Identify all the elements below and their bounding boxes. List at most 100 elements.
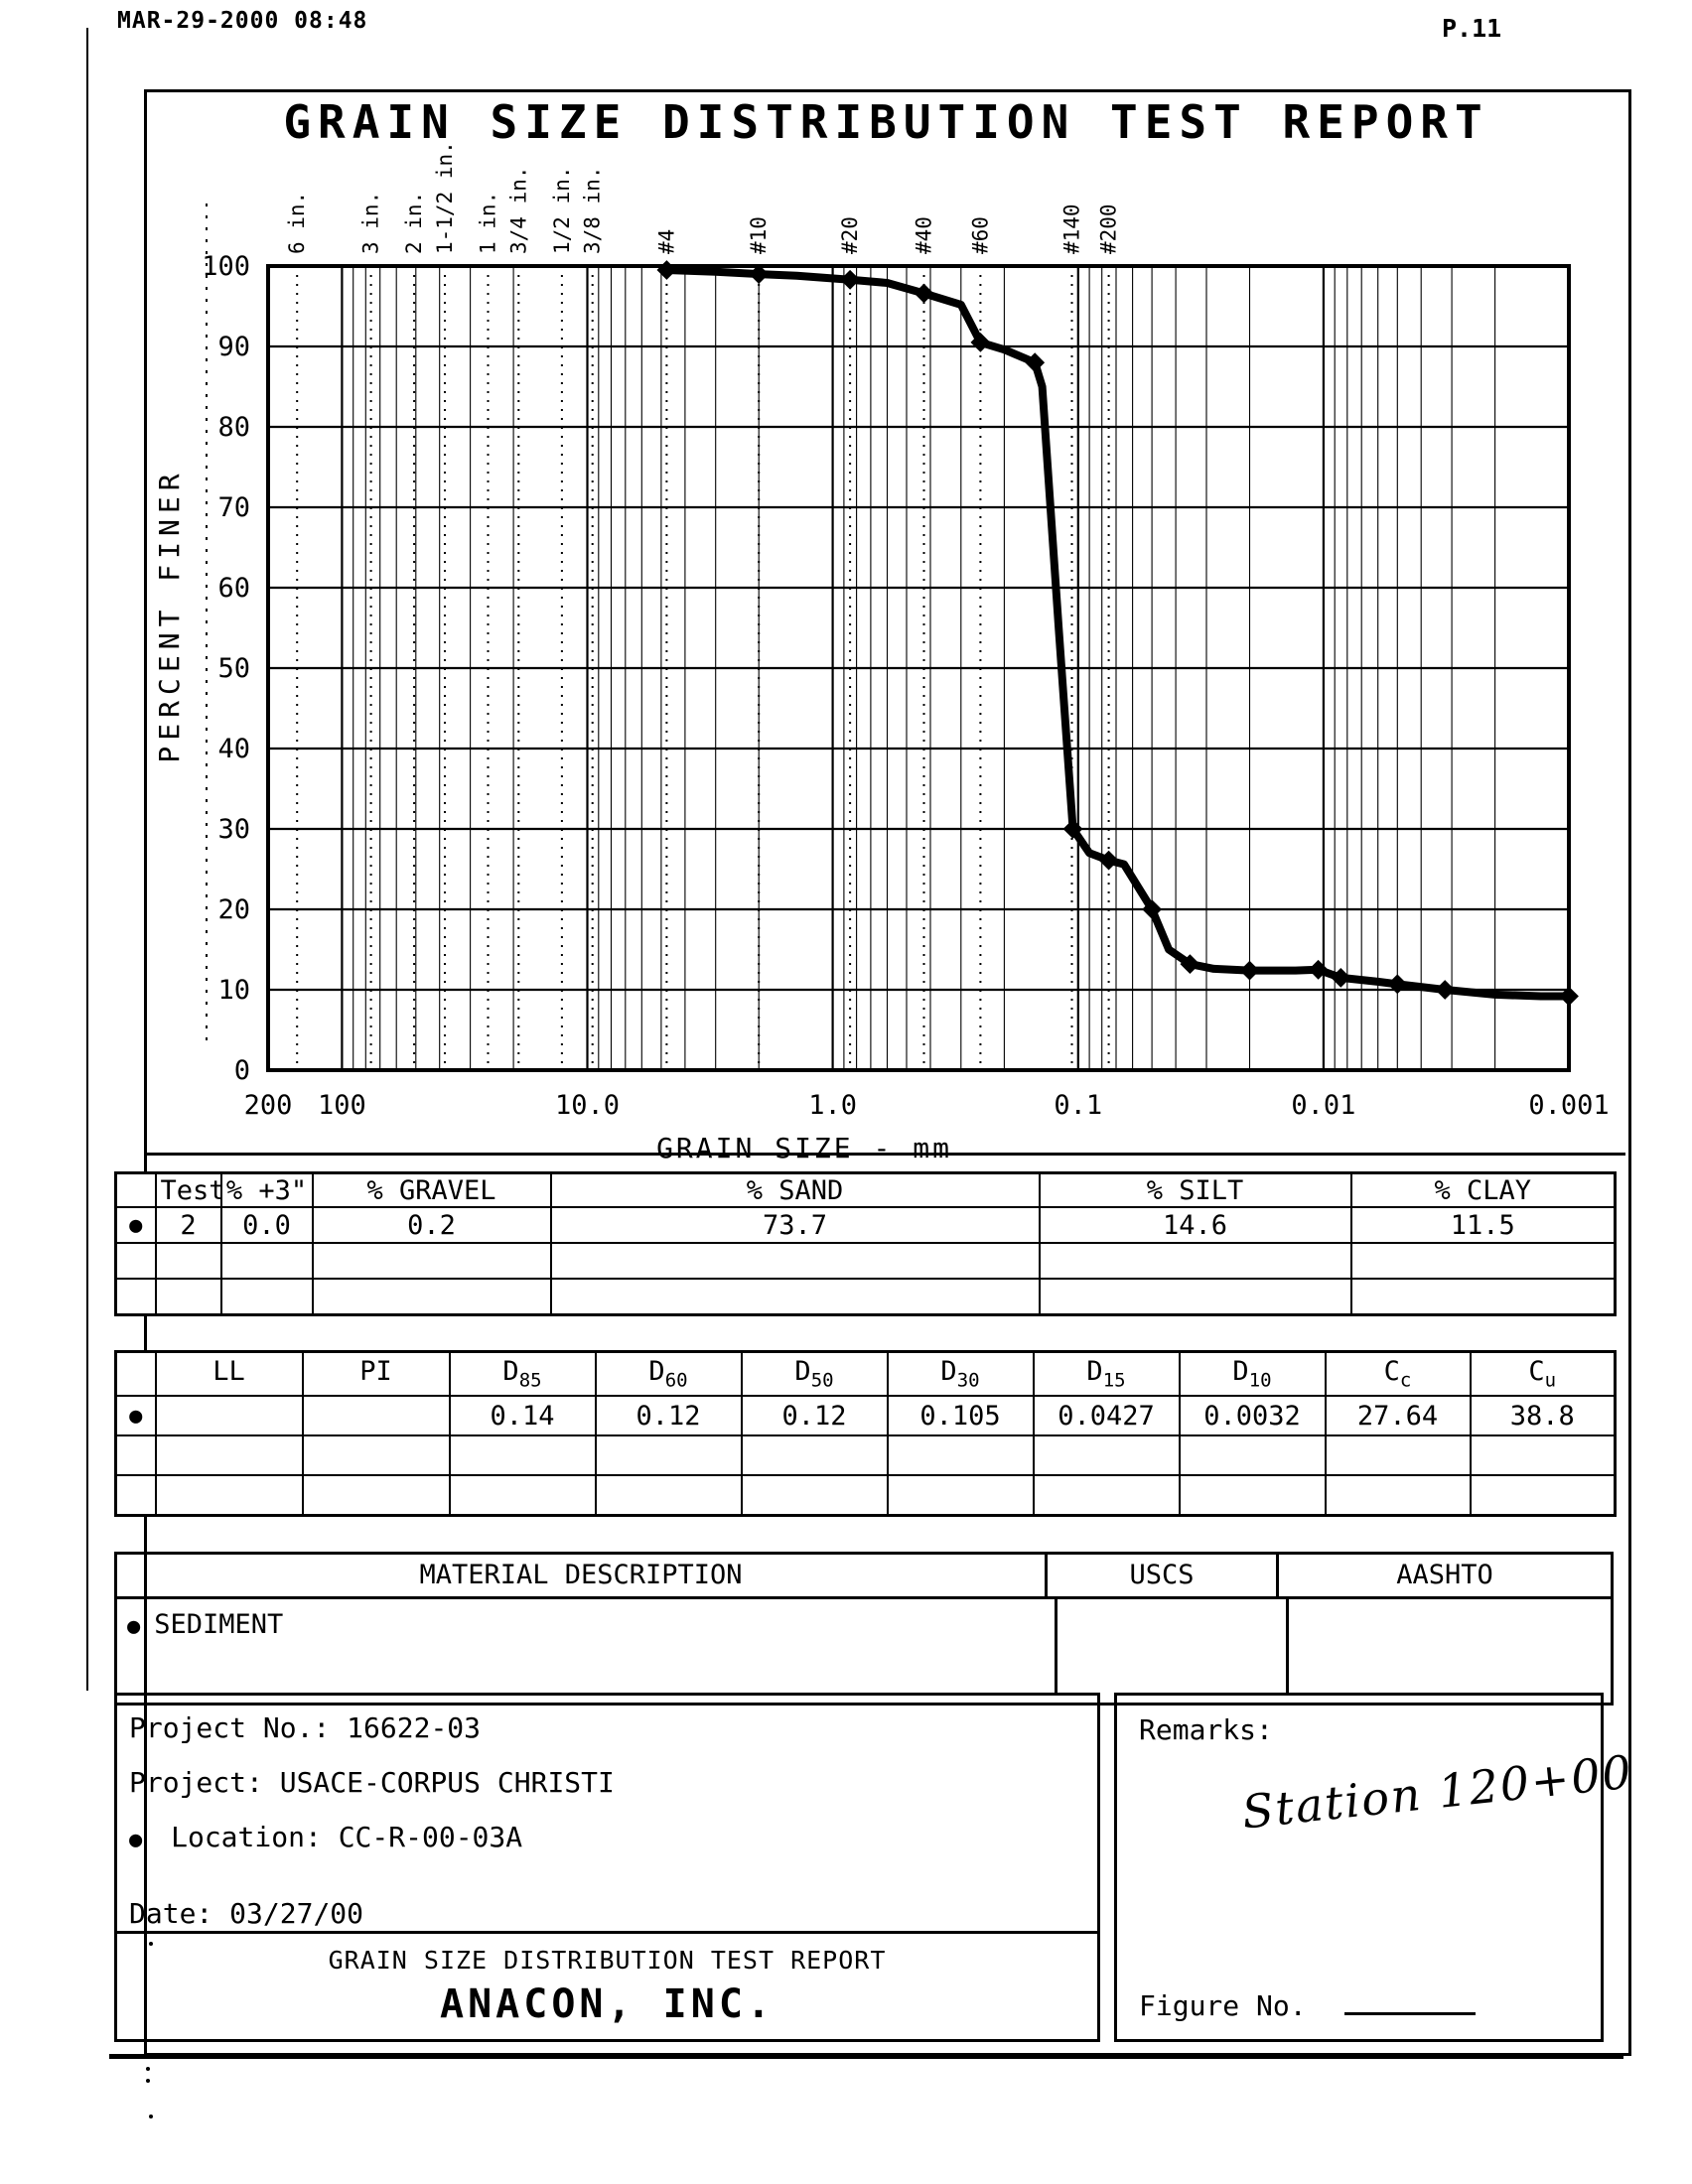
table-cell	[1324, 1434, 1472, 1476]
svg-text:1.0: 1.0	[808, 1090, 857, 1121]
handwritten-remark: Station 120+00	[1239, 1744, 1636, 1840]
figure-number-line: Figure No.	[1139, 1989, 1476, 2022]
y-axis-labels: 0 10 20 30 40 50 60 70 80 90 100	[202, 251, 250, 1086]
x-axis-labels: 200 100 10.0 1.0 0.1 0.01 0.001	[244, 1090, 1610, 1121]
figure-number-blank	[1343, 2012, 1476, 2015]
table-cell: 0.0427	[1032, 1395, 1181, 1436]
uscs-header: USCS	[1045, 1555, 1276, 1599]
table-cell	[301, 1434, 451, 1476]
table-cell: 0.0032	[1178, 1395, 1327, 1436]
scan-edge-line	[86, 28, 88, 1691]
row-marker	[114, 1434, 157, 1476]
gradation-table: LL PI D85 D60 D50 D30 D15 D10 Cc Cu ● 0.14 0.12 0.12 0…	[114, 1350, 1617, 1517]
material-description-header: MATERIAL DESCRIPTION	[117, 1555, 1045, 1599]
table-cell	[1038, 1278, 1352, 1316]
svg-text:80: 80	[217, 412, 250, 443]
svg-text:0.001: 0.001	[1528, 1090, 1609, 1121]
grain-size-chart-svg: 6 in. 3 in. 2 in. 1-1/2 in. 1 in. 3/4 in. 1/2 …	[153, 141, 1610, 1164]
scan-artifact	[206, 204, 208, 1047]
table-cell: 2	[154, 1206, 222, 1244]
column-header: D10	[1178, 1350, 1327, 1397]
scan-artifact	[149, 1942, 153, 1946]
table-cell	[301, 1474, 451, 1517]
row-marker	[114, 1474, 157, 1517]
symbol-column-header	[114, 1171, 157, 1208]
svg-text:10: 10	[217, 975, 250, 1006]
table-cell	[448, 1474, 597, 1517]
table-row: ● 2 0.0 0.2 73.7 14.6 11.5	[114, 1206, 1617, 1244]
svg-text:#20: #20	[838, 216, 862, 254]
location-value: CC-R-00-03A	[338, 1821, 523, 1853]
divider	[117, 1931, 1097, 1934]
material-description-value: ● SEDIMENT	[117, 1599, 1055, 1703]
material-description-text: SEDIMENT	[154, 1609, 284, 1640]
svg-text:70: 70	[217, 492, 250, 523]
data-point-markers	[656, 260, 1579, 1007]
table-cell	[154, 1395, 304, 1436]
svg-text:2 in.: 2 in.	[402, 192, 426, 254]
footer-report-title: GRAIN SIZE DISTRIBUTION TEST REPORT	[328, 1946, 887, 1975]
column-header: % SILT	[1038, 1171, 1352, 1208]
table-cell: 0.12	[740, 1395, 889, 1436]
scan-artifact	[146, 2067, 150, 2071]
table-row	[114, 1278, 1617, 1316]
table-cell: 0.14	[448, 1395, 597, 1436]
table-row: ● 0.14 0.12 0.12 0.105 0.0427 0.0032 27.64 38.8	[114, 1395, 1617, 1436]
scan-artifact	[109, 2054, 1623, 2059]
svg-text:100: 100	[202, 251, 250, 282]
svg-text:#200: #200	[1097, 204, 1121, 254]
table-cell	[1178, 1434, 1327, 1476]
table-cell	[549, 1242, 1041, 1280]
remarks-box: Remarks: Station 120+00 Figure No.	[1114, 1693, 1635, 2042]
table-cell	[740, 1434, 889, 1476]
column-header: D50	[740, 1350, 889, 1397]
svg-text:90: 90	[217, 332, 250, 362]
column-header: % GRAVEL	[311, 1171, 552, 1208]
svg-text:#140: #140	[1060, 204, 1084, 254]
date-label: Date:	[129, 1897, 213, 1930]
table-cell	[1349, 1242, 1617, 1280]
table-cell	[154, 1434, 304, 1476]
svg-text:1/2 in.: 1/2 in.	[550, 166, 574, 254]
svg-text:60: 60	[217, 573, 250, 604]
location-label: Location:	[171, 1821, 322, 1853]
table-cell: 0.2	[311, 1206, 552, 1244]
table-row	[114, 1474, 1617, 1517]
svg-text:6 in.: 6 in.	[285, 192, 309, 254]
gradation-curve	[662, 266, 1573, 1001]
table-row	[114, 1434, 1617, 1476]
svg-text:#4: #4	[654, 229, 678, 254]
svg-text:40: 40	[217, 734, 250, 764]
material-description-section: MATERIAL DESCRIPTION USCS AASHTO ● SEDIME…	[114, 1552, 1614, 1706]
sieve-lines-and-labels: 6 in. 3 in. 2 in. 1-1/2 in. 1 in. 3/4 in. 1/2 …	[285, 141, 1121, 1070]
project-name-value: USACE-CORPUS CHRISTI	[279, 1766, 615, 1799]
table-cell	[301, 1395, 451, 1436]
table-cell	[154, 1242, 222, 1280]
table-cell	[1032, 1434, 1181, 1476]
table-cell	[594, 1474, 743, 1517]
table-cell	[886, 1474, 1035, 1517]
row-marker	[114, 1278, 157, 1316]
column-header: Cu	[1469, 1350, 1617, 1397]
date-line: Date: 03/27/00	[129, 1897, 363, 1930]
fax-page-number: P.11	[1442, 14, 1502, 43]
scan-artifact	[149, 2115, 153, 2118]
material-body-row: ● SEDIMENT	[117, 1599, 1611, 1703]
column-header: D30	[886, 1350, 1035, 1397]
date-value: 03/27/00	[229, 1897, 364, 1930]
table-cell	[154, 1474, 304, 1517]
table-cell: 0.105	[886, 1395, 1035, 1436]
report-frame	[144, 89, 1631, 2056]
section-divider	[144, 1153, 1625, 1156]
table-cell	[1324, 1474, 1472, 1517]
svg-text:1-1/2 in.: 1-1/2 in.	[433, 141, 457, 254]
row-marker: ●	[114, 1395, 157, 1436]
column-header: D60	[594, 1350, 743, 1397]
svg-text:0.1: 0.1	[1054, 1090, 1102, 1121]
figure-number-label: Figure No.	[1139, 1989, 1307, 2022]
scan-artifact	[146, 2079, 150, 2083]
column-header: PI	[301, 1350, 451, 1397]
svg-text:#10: #10	[747, 216, 771, 254]
table-cell: 38.8	[1469, 1395, 1617, 1436]
